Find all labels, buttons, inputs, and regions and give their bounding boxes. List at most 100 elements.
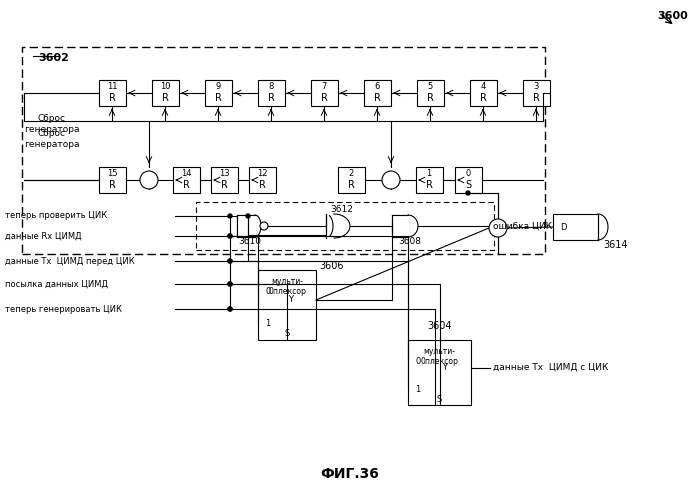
Text: 3: 3 (533, 82, 539, 91)
Circle shape (246, 214, 250, 218)
Text: 12: 12 (257, 169, 267, 178)
Text: S: S (465, 180, 471, 190)
Text: 10: 10 (160, 82, 170, 91)
Bar (99, 80, 125, 106)
Text: 0: 0 (466, 169, 470, 178)
Circle shape (228, 259, 232, 263)
Text: 0плексор: 0плексор (421, 358, 458, 367)
Text: 13: 13 (218, 169, 230, 178)
Text: 1: 1 (265, 320, 271, 329)
Text: данные Rx ЦИМД: данные Rx ЦИМД (5, 232, 82, 241)
Text: ФИГ.36: ФИГ.36 (321, 467, 379, 481)
Polygon shape (326, 214, 350, 238)
Text: R: R (321, 93, 328, 103)
Circle shape (228, 234, 232, 238)
Bar (522, 80, 550, 106)
Circle shape (260, 222, 268, 230)
Text: D: D (560, 222, 566, 232)
Text: 5: 5 (428, 82, 433, 91)
Text: R: R (220, 180, 228, 190)
Bar (196, 202, 494, 250)
Text: 6: 6 (374, 82, 379, 91)
Circle shape (140, 171, 158, 189)
Text: R: R (426, 93, 433, 103)
Text: 3600: 3600 (657, 11, 687, 21)
Bar (99, 167, 125, 193)
Bar (470, 80, 496, 106)
Text: R: R (215, 93, 221, 103)
Text: 7: 7 (321, 82, 327, 91)
Bar (408, 340, 471, 405)
Circle shape (228, 214, 232, 218)
Text: 3610: 3610 (239, 238, 262, 247)
Bar (416, 167, 442, 193)
Text: мульти-: мульти- (271, 278, 303, 287)
Text: 0плексор: 0плексор (268, 288, 306, 296)
Bar (22, 47, 545, 254)
Circle shape (228, 282, 232, 286)
Text: 1: 1 (426, 169, 432, 178)
Text: 8: 8 (268, 82, 274, 91)
Bar (363, 80, 391, 106)
Text: 3604: 3604 (427, 321, 452, 331)
Circle shape (382, 171, 400, 189)
Text: Сброс
генератора: Сброс генератора (25, 114, 80, 134)
Text: R: R (533, 93, 540, 103)
Circle shape (228, 307, 232, 311)
Circle shape (466, 191, 470, 195)
Text: R: R (480, 93, 486, 103)
Text: 3608: 3608 (398, 238, 421, 247)
Circle shape (228, 259, 232, 263)
Text: R: R (267, 93, 274, 103)
Text: R: R (183, 180, 190, 190)
Text: 14: 14 (181, 169, 191, 178)
Text: S: S (284, 329, 290, 338)
Polygon shape (237, 215, 255, 237)
Bar (258, 270, 316, 340)
Bar (204, 80, 232, 106)
Bar (311, 80, 337, 106)
Text: 15: 15 (106, 169, 118, 178)
Circle shape (228, 307, 232, 311)
Text: R: R (258, 180, 265, 190)
Text: 9: 9 (216, 82, 220, 91)
Text: S: S (437, 395, 442, 404)
Bar (416, 80, 444, 106)
Text: 0: 0 (415, 358, 421, 367)
Text: 3606: 3606 (319, 261, 344, 271)
Bar (151, 80, 178, 106)
Circle shape (228, 234, 232, 238)
Text: R: R (348, 180, 354, 190)
Text: мульти-: мульти- (424, 347, 456, 357)
Bar (211, 167, 237, 193)
Text: теперь генерировать ЦИК: теперь генерировать ЦИК (5, 304, 122, 314)
Bar (553, 214, 598, 240)
Bar (258, 80, 284, 106)
Bar (172, 167, 199, 193)
Text: теперь проверить ЦИК: теперь проверить ЦИК (5, 211, 107, 220)
Bar (237, 215, 255, 237)
Bar (337, 167, 365, 193)
Text: данные Tx  ЦИМД перед ЦИК: данные Tx ЦИМД перед ЦИК (5, 256, 134, 265)
Text: 3614: 3614 (603, 240, 629, 250)
Text: R: R (426, 180, 433, 190)
Text: R: R (108, 180, 116, 190)
Text: Y: Y (442, 363, 447, 372)
Text: данные Tx  ЦИМД с ЦИК: данные Tx ЦИМД с ЦИК (493, 363, 608, 372)
Polygon shape (392, 215, 408, 237)
Text: посылка данных ЦИМД: посылка данных ЦИМД (5, 280, 108, 288)
Bar (248, 167, 276, 193)
Text: 11: 11 (106, 82, 118, 91)
Text: 3602: 3602 (38, 53, 69, 63)
Text: 1: 1 (415, 384, 421, 394)
Text: 2: 2 (349, 169, 354, 178)
Text: ошибка ЦИК: ошибка ЦИК (493, 221, 552, 231)
Bar (392, 215, 408, 237)
Text: 3612: 3612 (330, 206, 354, 214)
Text: Y: Y (288, 295, 293, 304)
Text: R: R (108, 93, 116, 103)
Circle shape (228, 282, 232, 286)
Text: R: R (374, 93, 380, 103)
Text: R: R (162, 93, 169, 103)
Bar (454, 167, 482, 193)
